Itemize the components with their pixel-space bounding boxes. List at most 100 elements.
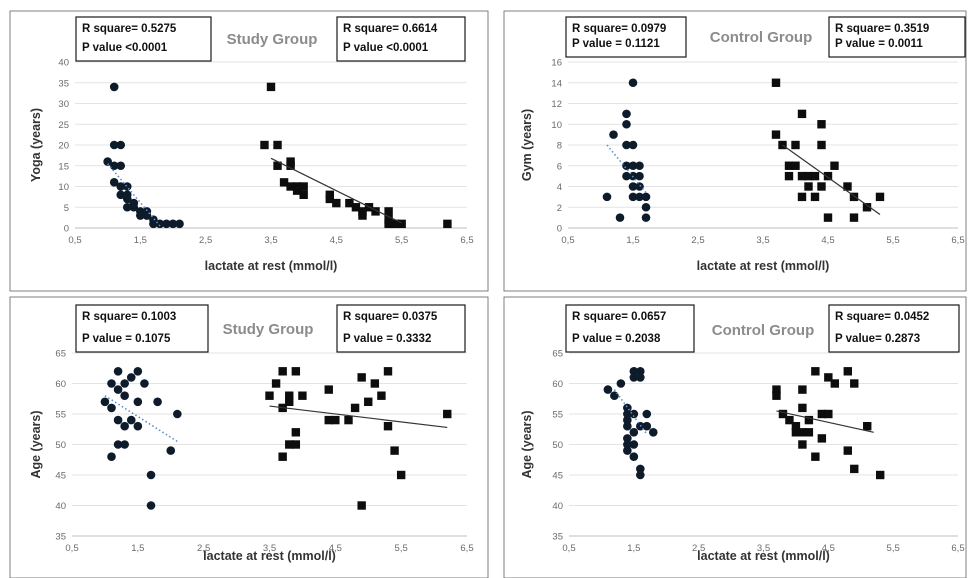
- circle-series: [603, 367, 658, 480]
- data-point-circle: [641, 213, 651, 222]
- stats-box: R square= 0.0657 P value = 0.2038: [565, 304, 695, 353]
- x-tick-label: 3,5: [756, 235, 769, 246]
- y-tick-label: 20: [58, 141, 69, 152]
- data-point-square: [843, 446, 852, 455]
- data-point-square: [371, 207, 380, 216]
- x-tick-label: 3,5: [264, 235, 277, 246]
- stats-box: R square= 0.0375 P value = 0.3332: [336, 304, 466, 353]
- data-point-square: [784, 161, 794, 170]
- chart-panel: 0 5 10 15 20 25 30 35 40 0,5 1,5 2,5 3,5 4,5 5,5 6,5 lac…: [9, 10, 489, 292]
- y-tick-label: 16: [551, 58, 562, 69]
- data-point-square: [772, 385, 781, 394]
- x-tick-label: 1,5: [134, 235, 147, 246]
- chart-panel: 35 40 45 50 55 60 65 0,5 1,5 2,5 3,5 4,5 5,5 6,5 lacta…: [9, 296, 489, 578]
- trend-line: [613, 389, 648, 435]
- y-tick-label: 55: [552, 410, 563, 421]
- y-tick-label: 55: [55, 410, 66, 421]
- r-square-label: R square= 0.3519: [835, 23, 929, 35]
- data-point-circle: [109, 82, 119, 92]
- data-point-circle: [635, 192, 644, 202]
- data-point-circle: [116, 161, 126, 171]
- data-point-circle: [120, 421, 129, 431]
- stats-box: R square= 0.1003 P value = 0.1075: [75, 304, 209, 353]
- data-point-square: [298, 391, 307, 400]
- data-point-square: [443, 219, 452, 229]
- y-tick-label: 65: [55, 349, 66, 360]
- data-point-circle: [641, 192, 651, 202]
- x-tick-label: 5,5: [887, 543, 900, 554]
- data-point-square: [291, 367, 301, 376]
- data-point-circle: [616, 379, 626, 388]
- data-point-square: [299, 190, 308, 199]
- p-value-label: P value <0.0001: [82, 42, 168, 54]
- y-tick-label: 50: [55, 440, 66, 451]
- y-tick-label: 4: [557, 182, 562, 193]
- data-point-square: [849, 192, 859, 202]
- y-tick-label: 25: [58, 120, 69, 131]
- r-square-label: R square= 0.1003: [82, 311, 176, 323]
- data-point-circle: [629, 440, 639, 449]
- data-point-square: [396, 470, 406, 480]
- data-point-circle: [116, 140, 126, 150]
- p-value-label: P value <0.0001: [343, 42, 429, 54]
- data-point-circle: [623, 440, 632, 449]
- data-point-square: [798, 440, 807, 449]
- stats-box-border: [336, 16, 466, 62]
- data-point-square: [863, 422, 872, 431]
- data-point-circle: [109, 140, 119, 150]
- data-point-circle: [162, 219, 171, 229]
- data-point-square: [273, 140, 282, 150]
- y-tick-label: 30: [58, 99, 69, 110]
- data-point-square: [286, 161, 295, 170]
- data-point-square: [285, 397, 294, 406]
- data-point-square: [357, 373, 366, 382]
- square-series: [265, 367, 452, 510]
- data-point-circle: [100, 397, 110, 407]
- data-point-square: [824, 409, 833, 419]
- data-point-circle: [133, 421, 143, 431]
- data-point-circle: [109, 178, 119, 187]
- data-point-square: [384, 219, 393, 229]
- data-point-square: [286, 182, 295, 191]
- y-tick-label: 0: [64, 224, 69, 235]
- data-point-circle: [122, 202, 132, 212]
- data-point-circle: [623, 446, 632, 455]
- data-point-square: [797, 192, 807, 202]
- data-point-circle: [642, 409, 652, 419]
- data-point-circle: [636, 367, 645, 376]
- x-tick-label: 5,5: [886, 235, 899, 246]
- data-point-square: [772, 391, 781, 400]
- y-tick-label: 50: [552, 440, 563, 451]
- data-point-square: [791, 161, 800, 170]
- data-point-square: [804, 182, 813, 191]
- data-point-square: [823, 171, 833, 181]
- x-tick-label: 6,5: [460, 543, 473, 554]
- y-tick-label: 14: [551, 78, 562, 89]
- square-series: [260, 82, 452, 229]
- y-axis-label: Gym (years): [520, 109, 534, 181]
- x-tick-label: 2,5: [692, 543, 705, 554]
- data-point-circle: [155, 219, 165, 229]
- y-tick-label: 15: [58, 161, 69, 172]
- y-tick-label: 0: [557, 224, 562, 235]
- trend-line: [776, 410, 874, 433]
- y-tick-label: 10: [58, 182, 69, 193]
- panel-frame: [503, 10, 967, 292]
- data-point-square: [850, 464, 859, 474]
- data-point-circle: [120, 391, 129, 401]
- x-tick-label: 0,5: [68, 235, 81, 246]
- data-point-square: [810, 192, 820, 202]
- x-tick-label: 2,5: [691, 235, 704, 246]
- data-point-circle: [635, 182, 644, 191]
- data-point-square: [817, 120, 826, 129]
- data-point-circle: [122, 194, 132, 204]
- circle-series: [100, 367, 182, 510]
- data-point-circle: [628, 182, 638, 191]
- data-point-circle: [168, 219, 178, 229]
- data-point-circle: [175, 219, 184, 229]
- x-tick-label: 3,5: [263, 543, 276, 554]
- data-point-square: [325, 194, 334, 204]
- stats-box: R square= 0.6614 P value <0.0001: [336, 16, 466, 62]
- r-square-label: R square= 0.6614: [343, 23, 438, 35]
- data-point-square: [285, 391, 294, 400]
